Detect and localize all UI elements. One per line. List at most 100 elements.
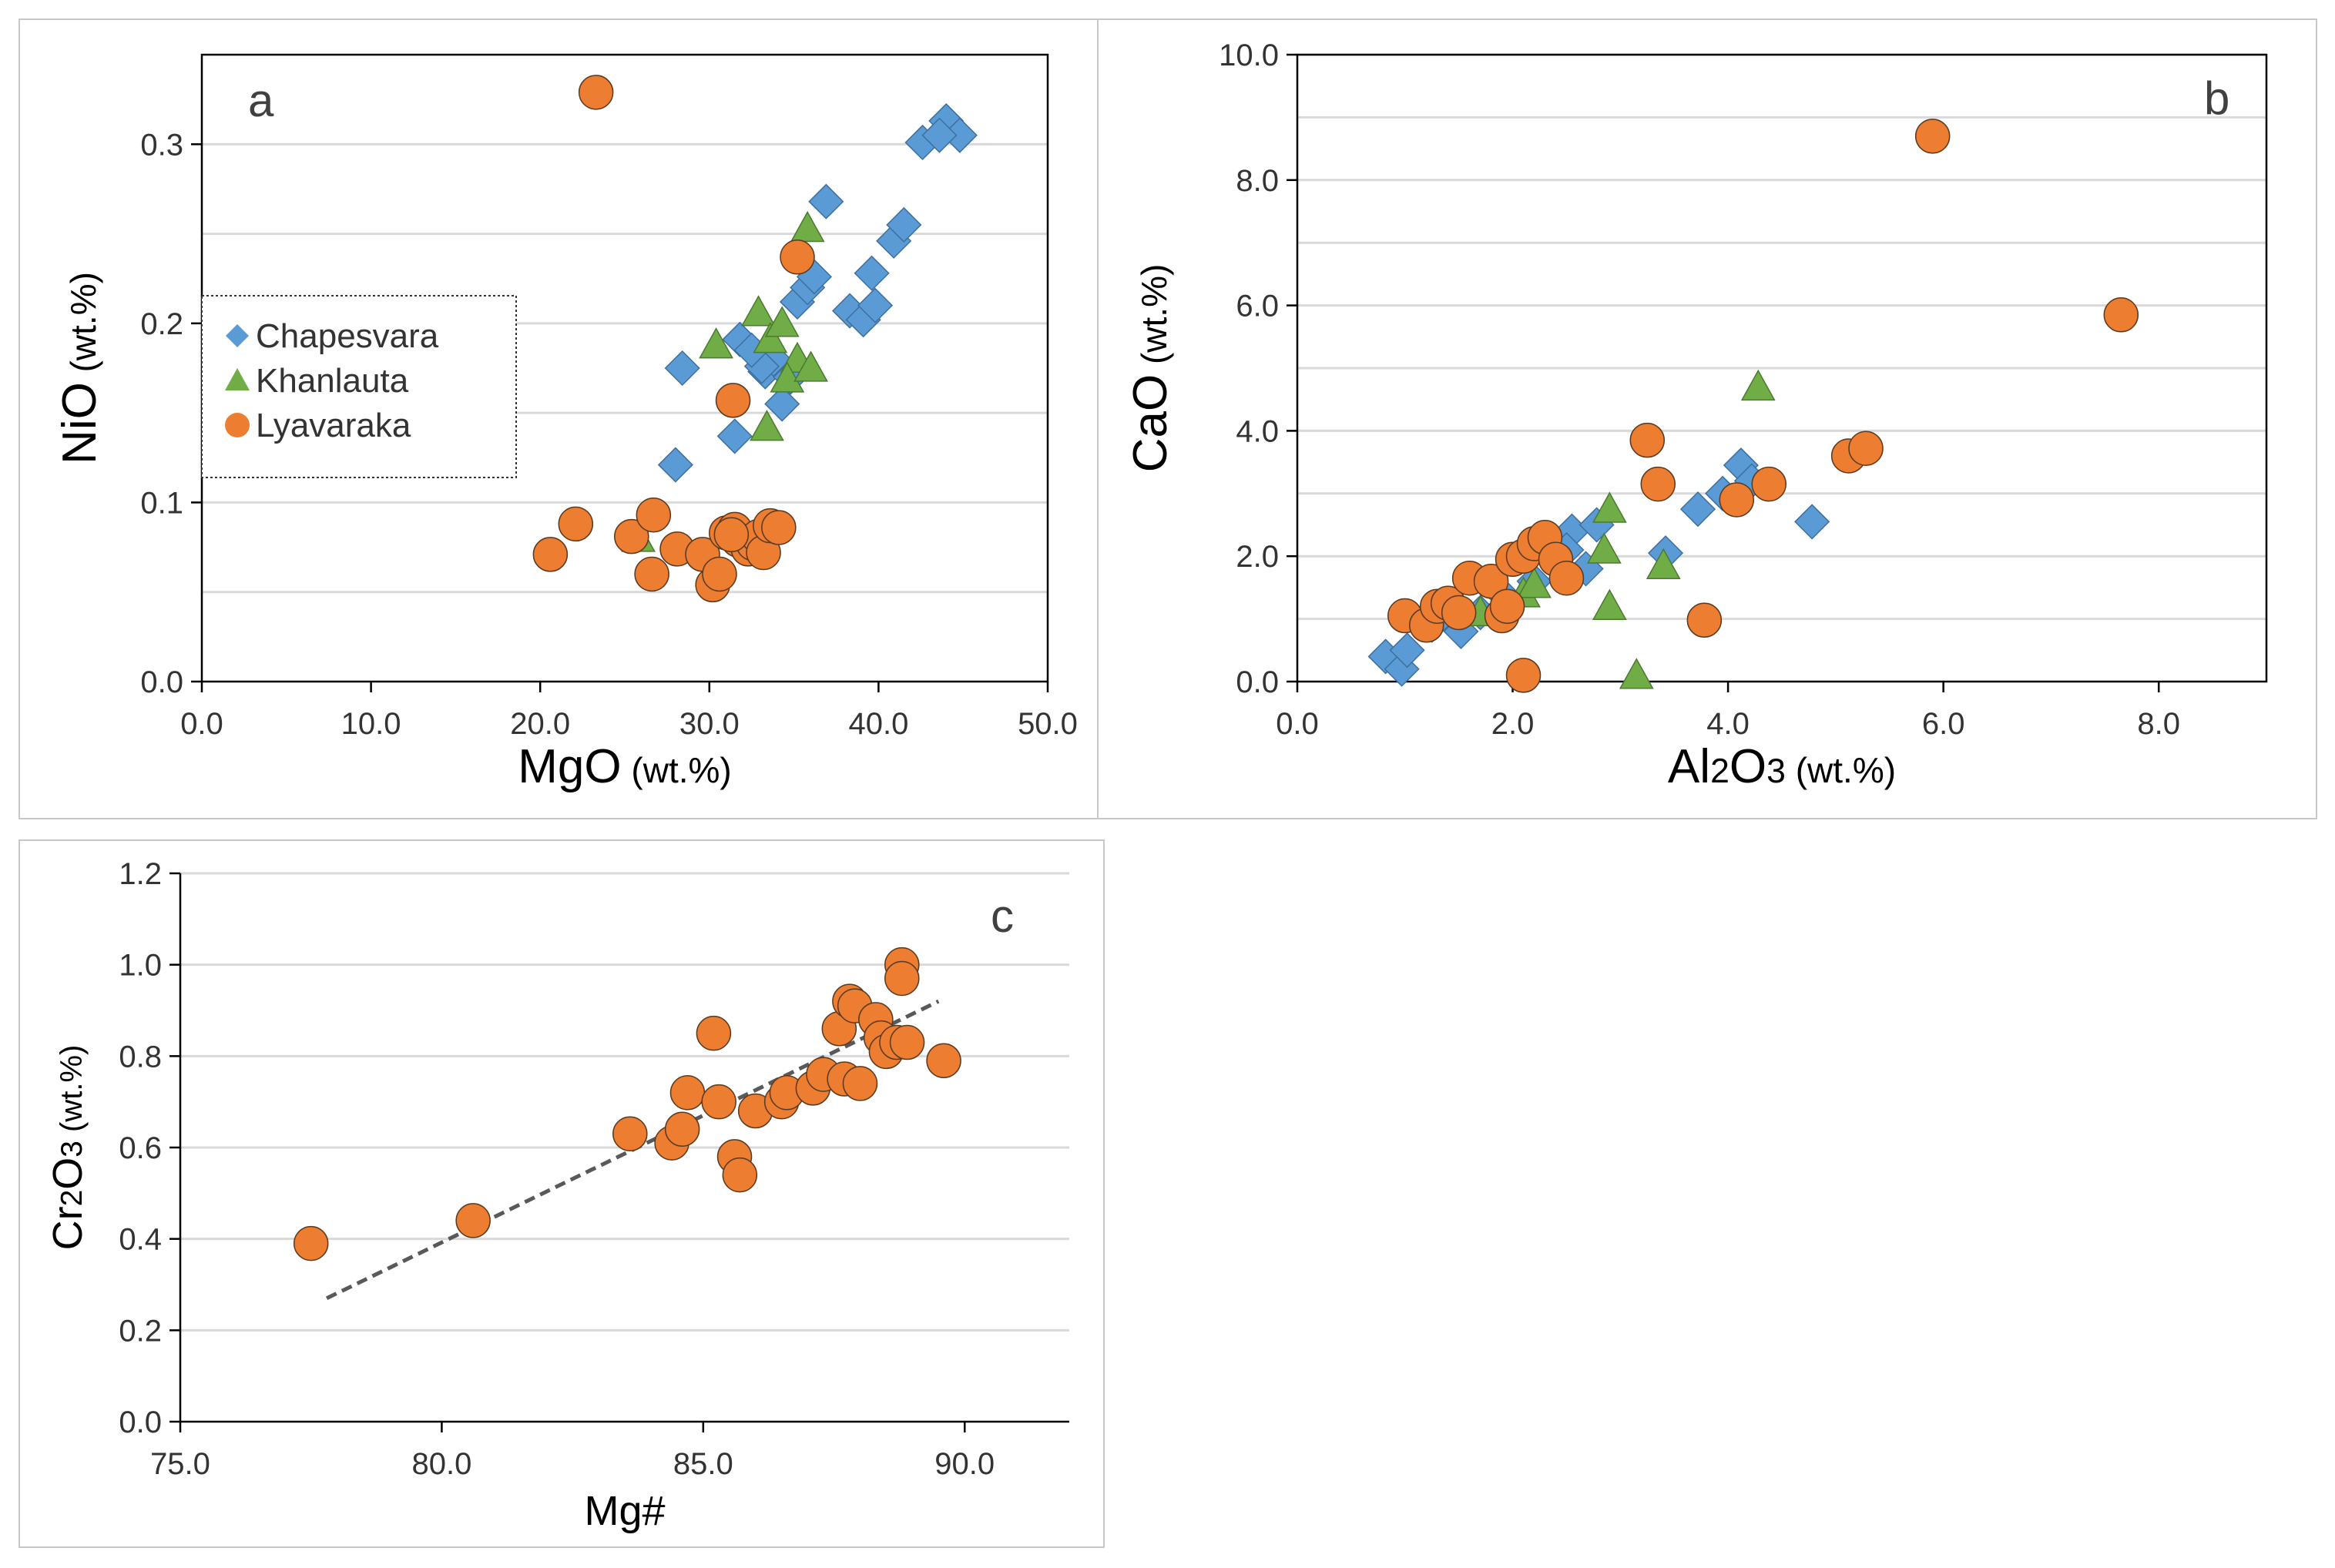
- y-tick-label: 1.2: [119, 857, 162, 891]
- data-point: [293, 1225, 329, 1261]
- data-point: [1517, 567, 1552, 598]
- y-tick-label: 0.0: [140, 665, 183, 699]
- data-point: [715, 383, 751, 418]
- y-tick-label: 10.0: [1219, 39, 1279, 72]
- data-point: [1505, 658, 1542, 693]
- data-point: [664, 1111, 700, 1148]
- data-point: [770, 361, 805, 393]
- x-tick-label: 0.0: [180, 707, 223, 741]
- data-point: [753, 322, 788, 353]
- x-axis-label: MgO (wt.%): [518, 740, 731, 793]
- data-point: [657, 447, 693, 483]
- data-point: [1629, 422, 1666, 458]
- y-tick-label: 0.2: [140, 307, 183, 341]
- data-point: [701, 1084, 736, 1120]
- data-point: [636, 497, 672, 533]
- data-point: [842, 1066, 878, 1101]
- data-point: [741, 295, 776, 327]
- x-tick-label: 2.0: [1491, 707, 1535, 741]
- legend-box: [201, 295, 517, 478]
- x-tick-label: 10.0: [341, 707, 401, 741]
- data-point: [669, 1075, 706, 1111]
- data-point: [699, 327, 733, 359]
- data-point: [1592, 491, 1627, 523]
- data-point: [1719, 482, 1755, 518]
- x-tick-label: 50.0: [1018, 707, 1078, 741]
- data-point: [664, 350, 700, 387]
- data-point: [1473, 564, 1509, 599]
- y-tick-label: 0.4: [119, 1223, 162, 1257]
- x-tick-label: 6.0: [1922, 707, 1965, 741]
- data-point: [1679, 491, 1716, 528]
- plot-frame: [1296, 53, 2268, 683]
- x-tick-label: 0.0: [1276, 707, 1319, 741]
- x-axis-label: Al2O3 (wt.%): [1668, 740, 1896, 793]
- data-point: [1619, 658, 1654, 689]
- data-point: [716, 418, 753, 454]
- x-tick-label: 40.0: [848, 707, 908, 741]
- data-point: [790, 210, 825, 243]
- data-point: [1640, 466, 1676, 502]
- legend: Chapesvara Khanlauta Lyavaraka: [201, 295, 517, 478]
- series-lyavaraka: [1387, 119, 2139, 693]
- legend-marker: [226, 324, 249, 347]
- series-khanlauta: [1463, 369, 1776, 689]
- x-tick-label: 75.0: [150, 1447, 210, 1481]
- data-point: [1592, 588, 1627, 620]
- y-axis-label: CaO (wt.%): [1124, 264, 1177, 473]
- panel-letter: a: [248, 75, 274, 126]
- series-chapesvara: [657, 102, 978, 483]
- y-tick-label: 2.0: [1236, 540, 1279, 574]
- legend-label: Lyavaraka: [256, 407, 411, 444]
- data-point: [1389, 632, 1425, 668]
- data-point: [532, 537, 569, 572]
- y-tick-label: 0.3: [140, 128, 183, 162]
- panel-letter: c: [991, 890, 1014, 942]
- series-lyavaraka: [293, 946, 961, 1261]
- y-tick-label: 4.0: [1236, 414, 1279, 448]
- data-point: [1914, 119, 1951, 154]
- data-point: [1751, 466, 1786, 502]
- y-tick-label: 1.0: [119, 949, 162, 983]
- data-point: [764, 306, 800, 337]
- x-axis-label: Mg#: [584, 1488, 665, 1534]
- y-tick-label: 0.6: [119, 1131, 162, 1165]
- y-tick-label: 0.8: [119, 1040, 162, 1074]
- x-tick-label: 8.0: [2137, 707, 2180, 741]
- data-point: [857, 287, 894, 323]
- x-tick-label: 80.0: [411, 1447, 471, 1481]
- data-point: [558, 506, 594, 542]
- legend-label: Chapesvara: [256, 317, 439, 355]
- data-point: [702, 556, 737, 592]
- x-tick-label: 90.0: [934, 1447, 995, 1481]
- data-point: [1548, 560, 1585, 596]
- legend-label: Khanlauta: [256, 362, 409, 400]
- chart-a: 0.0 10.0 20.0 30.0 40.0 50.0 0.0 0.1 0.2 0.3 MgO (…: [53, 53, 1078, 793]
- data-point: [578, 75, 614, 110]
- legend-marker: [225, 368, 250, 390]
- chart-c: 75.0 80.0 85.0 90.0 0.0 0.2 0.4 0.6 0.8 1.0 1.2 Mg#…: [45, 857, 1069, 1534]
- data-point: [696, 1015, 732, 1051]
- data-point: [750, 410, 784, 441]
- data-point: [713, 517, 750, 553]
- series-lyavaraka: [532, 75, 815, 603]
- chart-b: 0.0 2.0 4.0 6.0 8.0 0.0 2.0 4.0 6.0 8.0 10.0 Al2O3 …: [1124, 39, 2268, 793]
- data-point: [1686, 602, 1723, 638]
- data-point: [761, 510, 797, 545]
- legend-marker: [225, 413, 250, 437]
- data-point: [722, 1157, 758, 1193]
- y-axis-label: Cr2O3 (wt.%): [45, 1045, 91, 1251]
- data-point: [1848, 431, 1884, 466]
- data-point: [808, 183, 844, 219]
- data-point: [612, 1116, 648, 1151]
- panel-b: 0.0 2.0 4.0 6.0 8.0 0.0 2.0 4.0 6.0 8.0 10.0 Al2O3 …: [1097, 18, 2317, 819]
- y-tick-label: 0.0: [119, 1406, 162, 1439]
- panel-a: 0.0 10.0 20.0 30.0 40.0 50.0 0.0 0.1 0.2 0.3 MgO (…: [18, 18, 1099, 819]
- data-point: [793, 350, 828, 382]
- data-point: [854, 255, 890, 291]
- data-point: [614, 518, 649, 554]
- y-tick-label: 6.0: [1236, 290, 1279, 323]
- y-tick-label: 0.1: [140, 486, 183, 520]
- y-axis-label: NiO (wt.%): [53, 272, 106, 464]
- data-point: [2103, 297, 2139, 333]
